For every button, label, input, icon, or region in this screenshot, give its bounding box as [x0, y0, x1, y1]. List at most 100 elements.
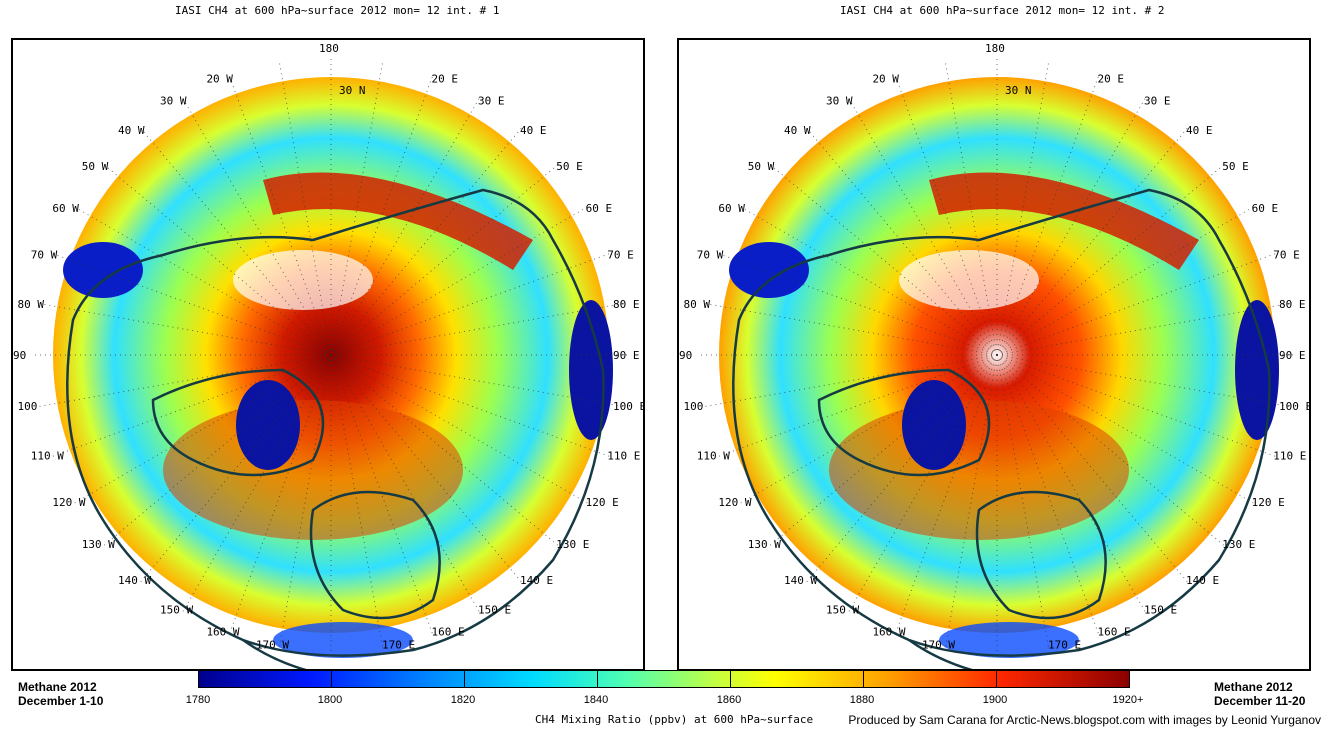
- longitude-label-west: 120 W: [52, 496, 85, 509]
- longitude-label-east: 20 E: [432, 73, 459, 86]
- longitude-label-west: 160 W: [872, 625, 905, 638]
- caption-left: Methane 2012 December 1-10: [18, 680, 103, 708]
- high-methane-band: [929, 172, 1199, 270]
- coastline: [908, 638, 973, 669]
- longitude-label-east: 30 E: [1144, 94, 1171, 107]
- longitude-label-east: 100 E: [613, 400, 643, 413]
- no-data-area: [899, 250, 1039, 310]
- colorbar-tick: [464, 671, 465, 687]
- longitude-label-west: 90: [13, 349, 26, 362]
- colorbar-tick-label: 1800: [317, 694, 343, 706]
- credit-line: Produced by Sam Carana for Arctic-News.b…: [848, 713, 1321, 727]
- longitude-label-west: 40 W: [784, 124, 811, 137]
- longitude-label-east: 90 E: [613, 349, 640, 362]
- high-methane-band: [263, 172, 533, 270]
- longitude-label-west: 160 W: [206, 625, 239, 638]
- coastline: [151, 368, 325, 477]
- coastline: [242, 638, 307, 669]
- low-methane-patch: [273, 622, 413, 658]
- longitude-label-west: 150 W: [160, 604, 193, 617]
- coastline: [975, 490, 1107, 620]
- longitude-label-west: 150 W: [826, 604, 859, 617]
- longitude-label-east: 100 E: [1279, 400, 1309, 413]
- longitude-label-east: 130 E: [1222, 538, 1255, 551]
- longitude-label-east: 50 E: [1222, 160, 1249, 173]
- colorbar-tick: [863, 671, 864, 687]
- map-title-2: IASI CH4 at 600 hPa~surface 2012 mon= 12…: [840, 4, 1165, 17]
- coastline: [817, 368, 991, 477]
- colorbar-tick: [996, 671, 997, 687]
- longitude-label-west: 70 W: [31, 248, 58, 261]
- longitude-label-west: 70 W: [697, 248, 724, 261]
- longitude-label-west: 60 W: [718, 202, 745, 215]
- colorbar-tick: [597, 671, 598, 687]
- colorbar-tick-label: 1820: [450, 694, 476, 706]
- longitude-label-west: 20 W: [206, 73, 233, 86]
- longitude-label-west: 80 W: [17, 298, 44, 311]
- longitude-label-east: 150 E: [478, 604, 511, 617]
- caption-right: Methane 2012 December 11-20: [1214, 680, 1305, 708]
- map-panel-2: 20 E 20 W 30 E 30 W 40 E 40 W 50 E 50 W 60 E 60 W…: [677, 38, 1311, 671]
- longitude-label-west: 140 W: [118, 574, 151, 587]
- colorbar-label: CH4 Mixing Ratio (ppbv) at 600 hPa~surfa…: [535, 713, 814, 726]
- longitude-label-west: 170 W: [922, 639, 955, 652]
- colorbar-tick: [331, 671, 332, 687]
- colorbar-tick-label: 1900: [982, 694, 1008, 706]
- longitude-label-east: 140 E: [1186, 574, 1219, 587]
- longitude-label-west: 30 W: [826, 94, 853, 107]
- longitude-label-west: 100: [17, 400, 37, 413]
- longitude-label-west: 90: [679, 349, 692, 362]
- longitude-label-east: 120 E: [586, 496, 619, 509]
- caption-left-line2: December 1-10: [18, 694, 104, 708]
- latitude-label: 30 N: [1005, 84, 1032, 97]
- latitude-label: 30 N: [339, 84, 366, 97]
- longitude-label-east: 80 E: [1279, 298, 1306, 311]
- longitude-label-east: 70 E: [607, 248, 634, 261]
- colorbar-tick-label: 1780: [185, 694, 211, 706]
- colorbar-tick-label: 1840: [583, 694, 609, 706]
- longitude-label-east: 150 E: [1144, 604, 1177, 617]
- longitude-label-east: 170 E: [1048, 639, 1081, 652]
- longitude-label-east: 30 E: [478, 94, 505, 107]
- longitude-label-east: 110 E: [1273, 450, 1306, 463]
- longitude-label-180: 180: [319, 42, 339, 55]
- longitude-label-east: 40 E: [1186, 124, 1213, 137]
- longitude-label-east: 60 E: [586, 202, 613, 215]
- longitude-label-east: 140 E: [520, 574, 553, 587]
- longitude-label-west: 110 W: [31, 450, 64, 463]
- colorbar: [198, 670, 1130, 688]
- longitude-label-west: 140 W: [784, 574, 817, 587]
- coastline: [732, 188, 1271, 657]
- longitude-label-west: 100: [683, 400, 703, 413]
- longitude-label-west: 130 W: [82, 538, 115, 551]
- longitude-label-180: 180: [985, 42, 1005, 55]
- colorbar-tick: [730, 671, 731, 687]
- polar-map-2: 20 E 20 W 30 E 30 W 40 E 40 W 50 E 50 W 60 E 60 W…: [679, 42, 1309, 669]
- colorbar-tick-label: 1880: [849, 694, 875, 706]
- longitude-label-east: 160 E: [1098, 625, 1131, 638]
- longitude-label-east: 70 E: [1273, 248, 1300, 261]
- longitude-label-west: 60 W: [52, 202, 79, 215]
- low-methane-patch: [939, 622, 1079, 658]
- coastline: [66, 188, 605, 657]
- colorbar-tick-label: 1920+: [1112, 694, 1144, 706]
- longitude-label-west: 40 W: [118, 124, 145, 137]
- map-panel-1: 20 E 20 W 30 E 30 W 40 E 40 W 50 E 50 W 60 E 60 W…: [11, 38, 645, 671]
- map-title-1: IASI CH4 at 600 hPa~surface 2012 mon= 12…: [175, 4, 500, 17]
- longitude-label-east: 80 E: [613, 298, 640, 311]
- longitude-label-east: 90 E: [1279, 349, 1306, 362]
- low-methane-patch: [569, 300, 613, 440]
- longitude-label-west: 170 W: [256, 639, 289, 652]
- caption-right-line2: December 11-20: [1214, 694, 1306, 708]
- longitude-label-east: 130 E: [556, 538, 589, 551]
- polar-map-1: 20 E 20 W 30 E 30 W 40 E 40 W 50 E 50 W 60 E 60 W…: [13, 42, 643, 669]
- caption-left-line1: Methane 2012: [18, 680, 97, 694]
- longitude-label-west: 110 W: [697, 450, 730, 463]
- coastline: [309, 490, 441, 620]
- longitude-label-east: 120 E: [1252, 496, 1285, 509]
- longitude-label-west: 20 W: [872, 73, 899, 86]
- low-methane-patch: [1235, 300, 1279, 440]
- greenland-low-patch: [902, 380, 966, 470]
- longitude-label-east: 20 E: [1098, 73, 1125, 86]
- longitude-label-west: 130 W: [748, 538, 781, 551]
